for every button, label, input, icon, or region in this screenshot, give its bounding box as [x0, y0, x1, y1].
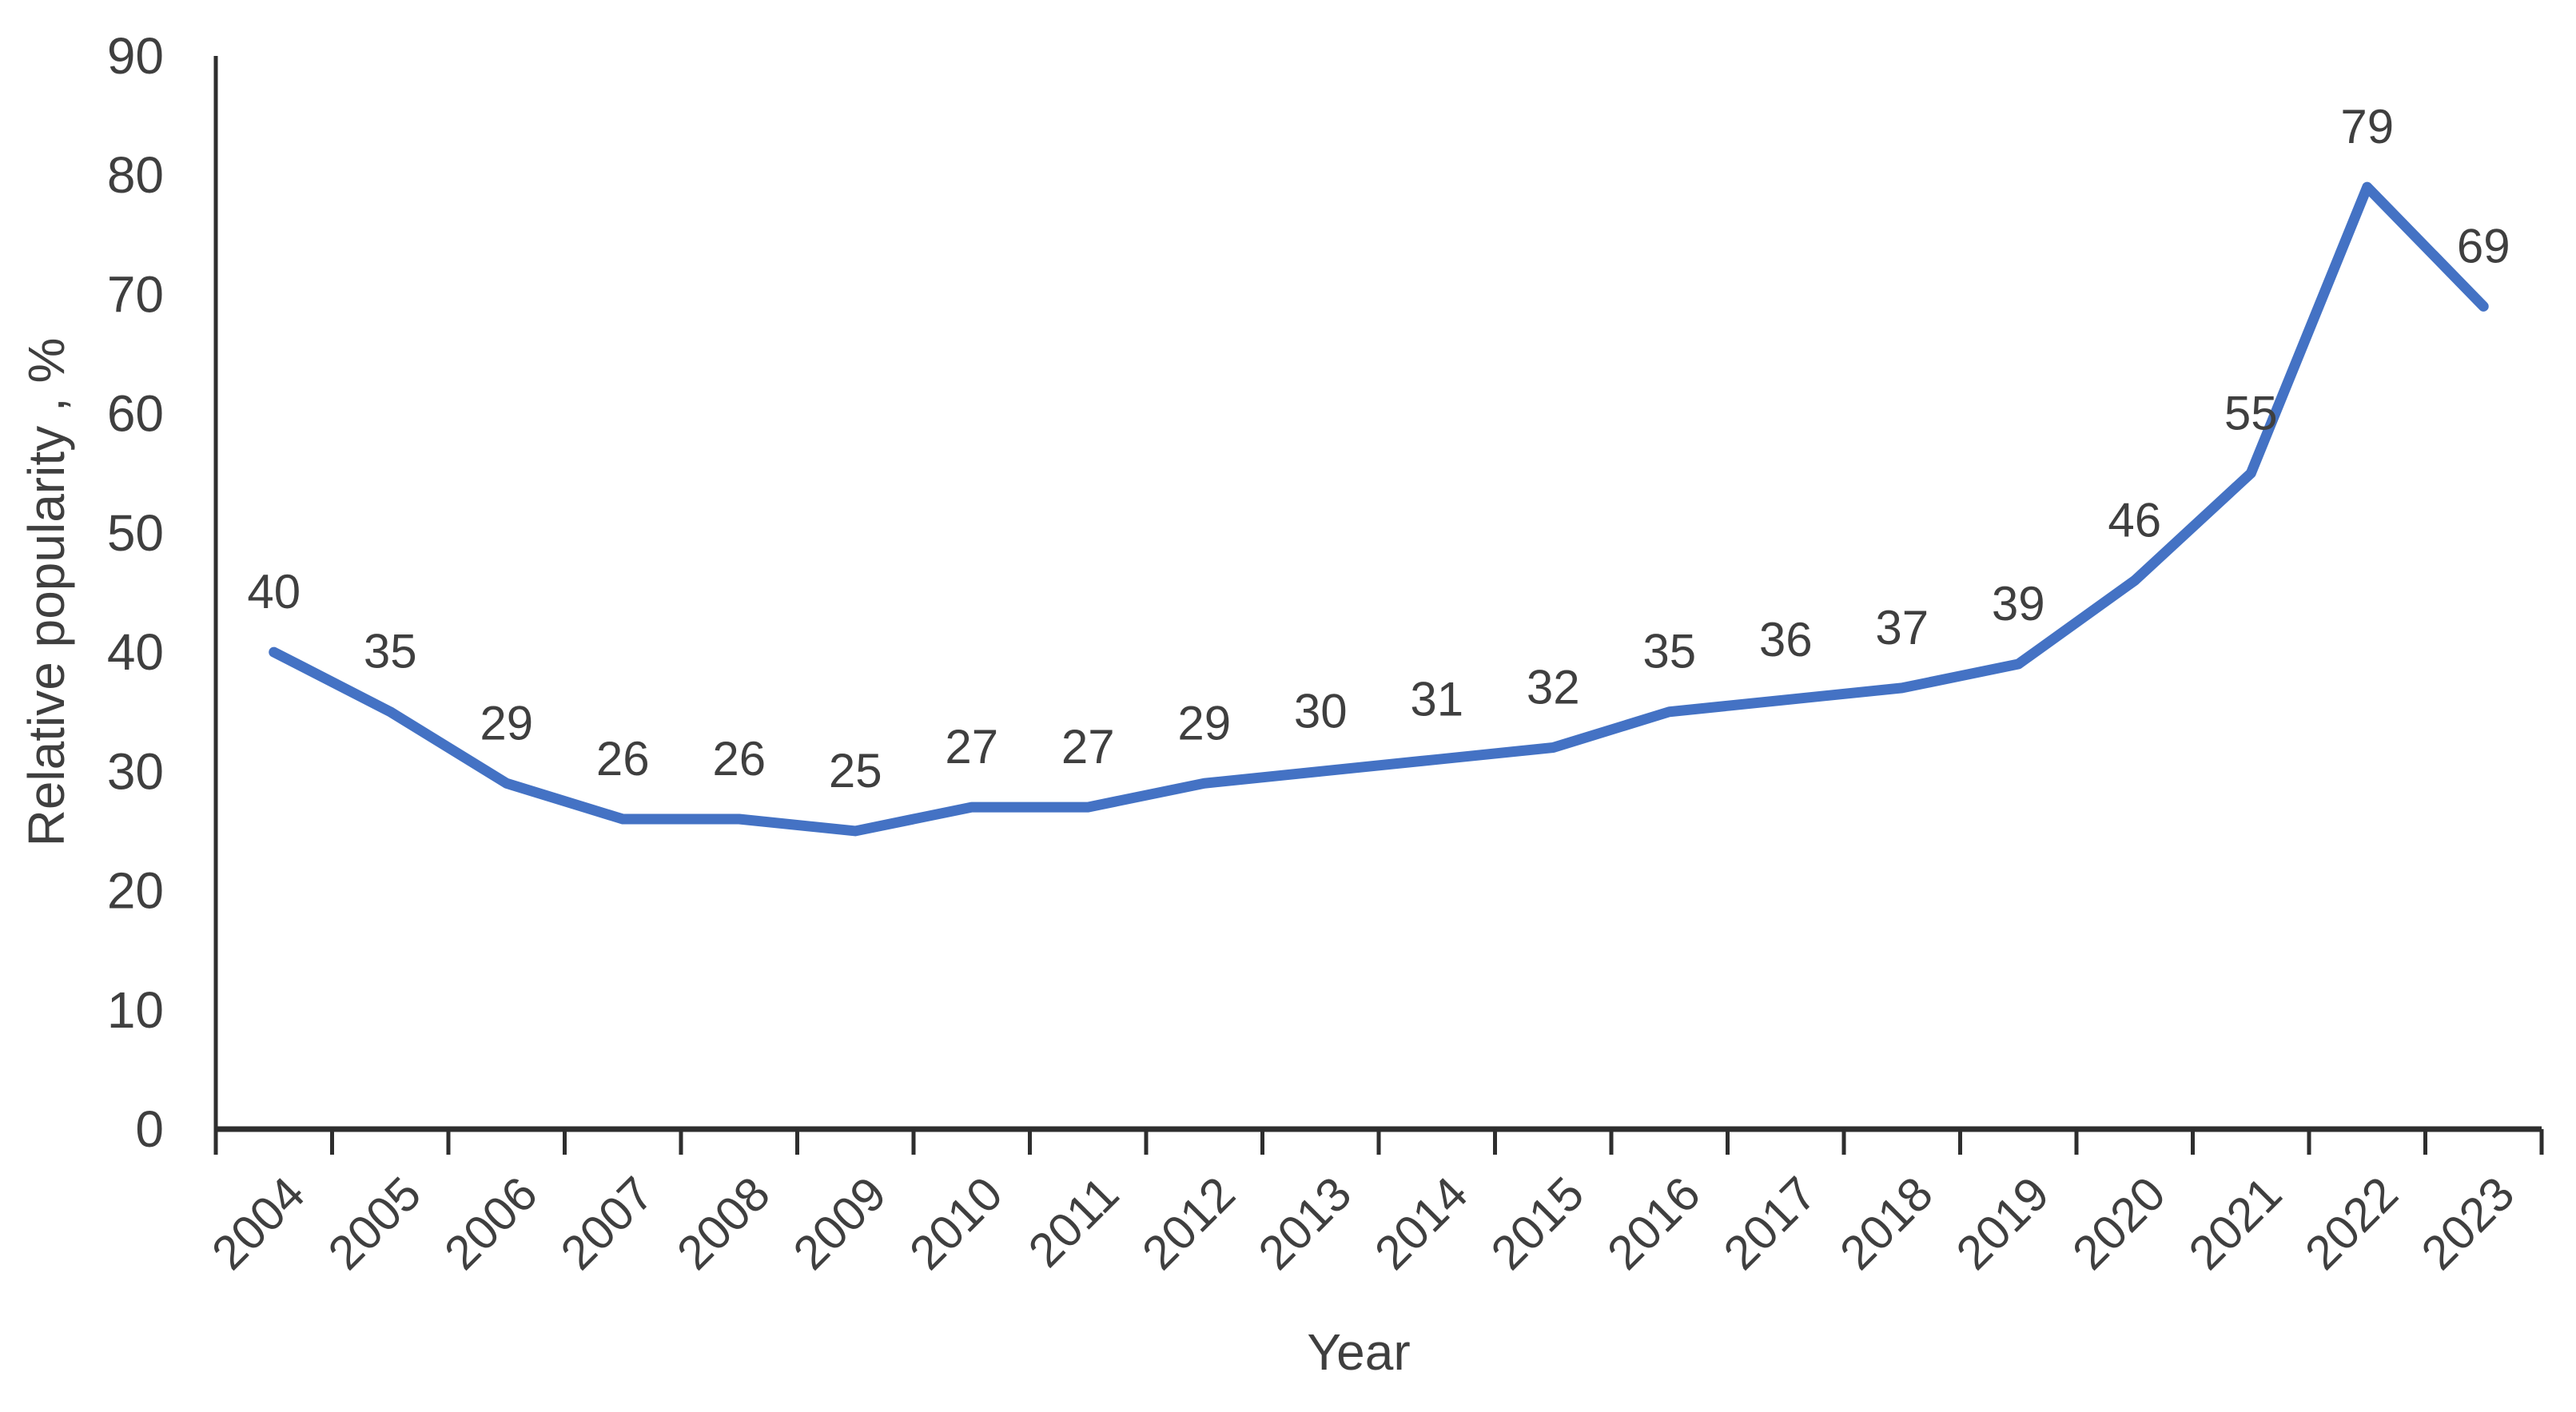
svg-text:25: 25	[829, 744, 882, 797]
svg-text:2010: 2010	[899, 1167, 1013, 1280]
svg-text:29: 29	[1177, 696, 1231, 750]
svg-text:10: 10	[107, 981, 164, 1039]
svg-text:2009: 2009	[783, 1167, 897, 1280]
svg-text:27: 27	[945, 720, 998, 774]
svg-text:40: 40	[247, 565, 301, 618]
svg-text:2022: 2022	[2295, 1167, 2408, 1280]
svg-text:26: 26	[596, 732, 650, 786]
axes	[213, 56, 2544, 1155]
svg-text:69: 69	[2457, 219, 2510, 272]
svg-text:40: 40	[107, 623, 164, 681]
svg-text:29: 29	[480, 696, 533, 750]
svg-text:2004: 2004	[201, 1167, 315, 1280]
svg-text:2023: 2023	[2411, 1167, 2525, 1280]
svg-text:30: 30	[107, 742, 164, 800]
svg-text:2006: 2006	[434, 1167, 547, 1280]
data-series-line	[269, 181, 2489, 837]
svg-text:2018: 2018	[1829, 1167, 1943, 1280]
svg-text:30: 30	[1294, 684, 1348, 738]
svg-text:79: 79	[2340, 100, 2394, 153]
x-axis-title: Year	[1307, 1323, 1411, 1381]
svg-text:80: 80	[107, 146, 164, 204]
svg-text:2011: 2011	[1018, 1167, 1129, 1278]
svg-text:55: 55	[2224, 386, 2278, 440]
svg-text:20: 20	[107, 862, 164, 920]
svg-text:2016: 2016	[1597, 1167, 1710, 1280]
svg-text:31: 31	[1410, 672, 1463, 726]
svg-text:50: 50	[107, 504, 164, 562]
svg-text:32: 32	[1527, 660, 1580, 714]
svg-text:2013: 2013	[1248, 1167, 1362, 1280]
svg-text:35: 35	[364, 625, 417, 678]
svg-text:46: 46	[2108, 494, 2161, 547]
svg-text:2005: 2005	[318, 1167, 432, 1280]
y-axis-tick-labels: 0 10 20 30 40 50 60 70 80 90	[107, 27, 164, 1158]
svg-text:36: 36	[1759, 613, 1813, 666]
x-axis-tick-labels: 2004 2005 2006 2007 2008 2009 2010 2011 2012 2013…	[201, 1167, 2524, 1280]
data-point-labels: 40 35 29 26 26 25 27 27 29 30 31 32 35 36 37 39 46 55 79 69	[247, 100, 2510, 797]
svg-text:39: 39	[1992, 577, 2045, 630]
svg-text:2015: 2015	[1481, 1167, 1595, 1280]
svg-text:2017: 2017	[1714, 1167, 1827, 1280]
svg-text:37: 37	[1875, 601, 1929, 654]
svg-text:2007: 2007	[551, 1167, 664, 1280]
svg-text:2021: 2021	[2179, 1167, 2292, 1280]
svg-text:26: 26	[712, 732, 766, 786]
svg-text:2008: 2008	[667, 1167, 780, 1280]
svg-text:2019: 2019	[1946, 1167, 2060, 1280]
svg-text:2014: 2014	[1364, 1167, 1478, 1280]
svg-text:0: 0	[135, 1100, 164, 1158]
svg-text:70: 70	[107, 265, 164, 323]
svg-text:35: 35	[1642, 625, 1696, 678]
svg-text:27: 27	[1061, 720, 1115, 774]
svg-text:2012: 2012	[1132, 1167, 1245, 1280]
svg-text:90: 90	[107, 27, 164, 85]
svg-text:2020: 2020	[2062, 1167, 2176, 1280]
svg-text:60: 60	[107, 385, 164, 443]
